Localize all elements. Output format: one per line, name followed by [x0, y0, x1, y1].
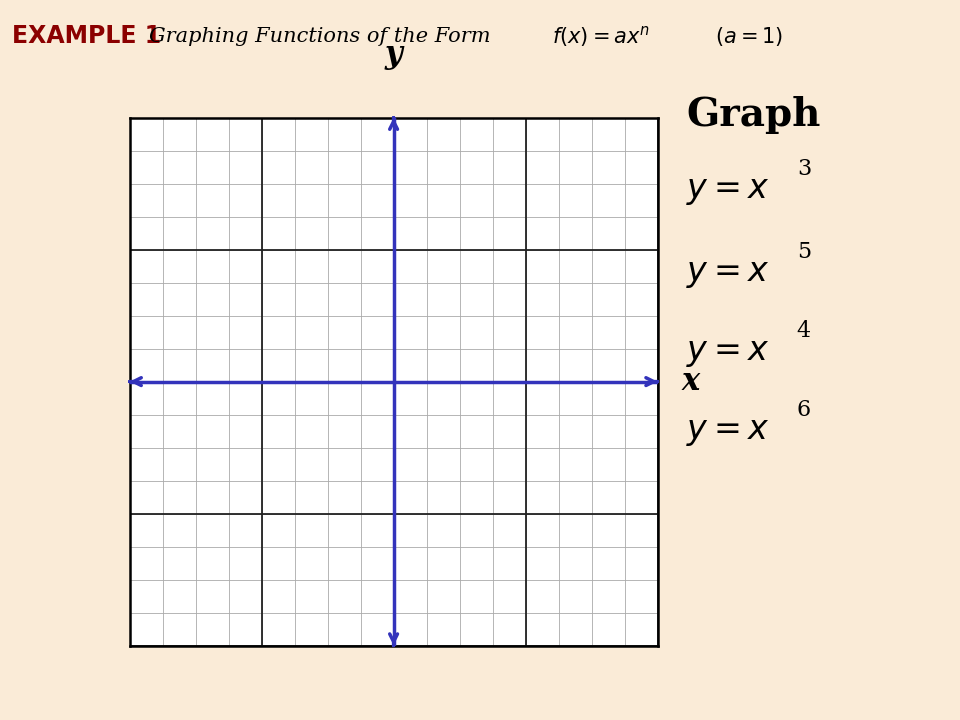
Text: $y = x$: $y = x$	[686, 175, 770, 207]
Text: 4: 4	[797, 320, 811, 342]
Text: $(a = 1)$: $(a = 1)$	[715, 25, 783, 48]
Text: Graph: Graph	[686, 96, 821, 134]
Text: 3: 3	[797, 158, 811, 180]
Text: Graphing Functions of the Form: Graphing Functions of the Form	[149, 27, 491, 46]
Text: $f(x) = ax^n$: $f(x) = ax^n$	[552, 24, 650, 49]
Text: EXAMPLE 1: EXAMPLE 1	[12, 24, 160, 48]
Text: $y = x$: $y = x$	[686, 337, 770, 369]
Text: $y = x$: $y = x$	[686, 258, 770, 289]
Text: y: y	[385, 39, 402, 70]
Text: 5: 5	[797, 241, 811, 263]
Text: $y = x$: $y = x$	[686, 416, 770, 448]
Text: x: x	[682, 366, 700, 397]
Text: 6: 6	[797, 400, 811, 421]
